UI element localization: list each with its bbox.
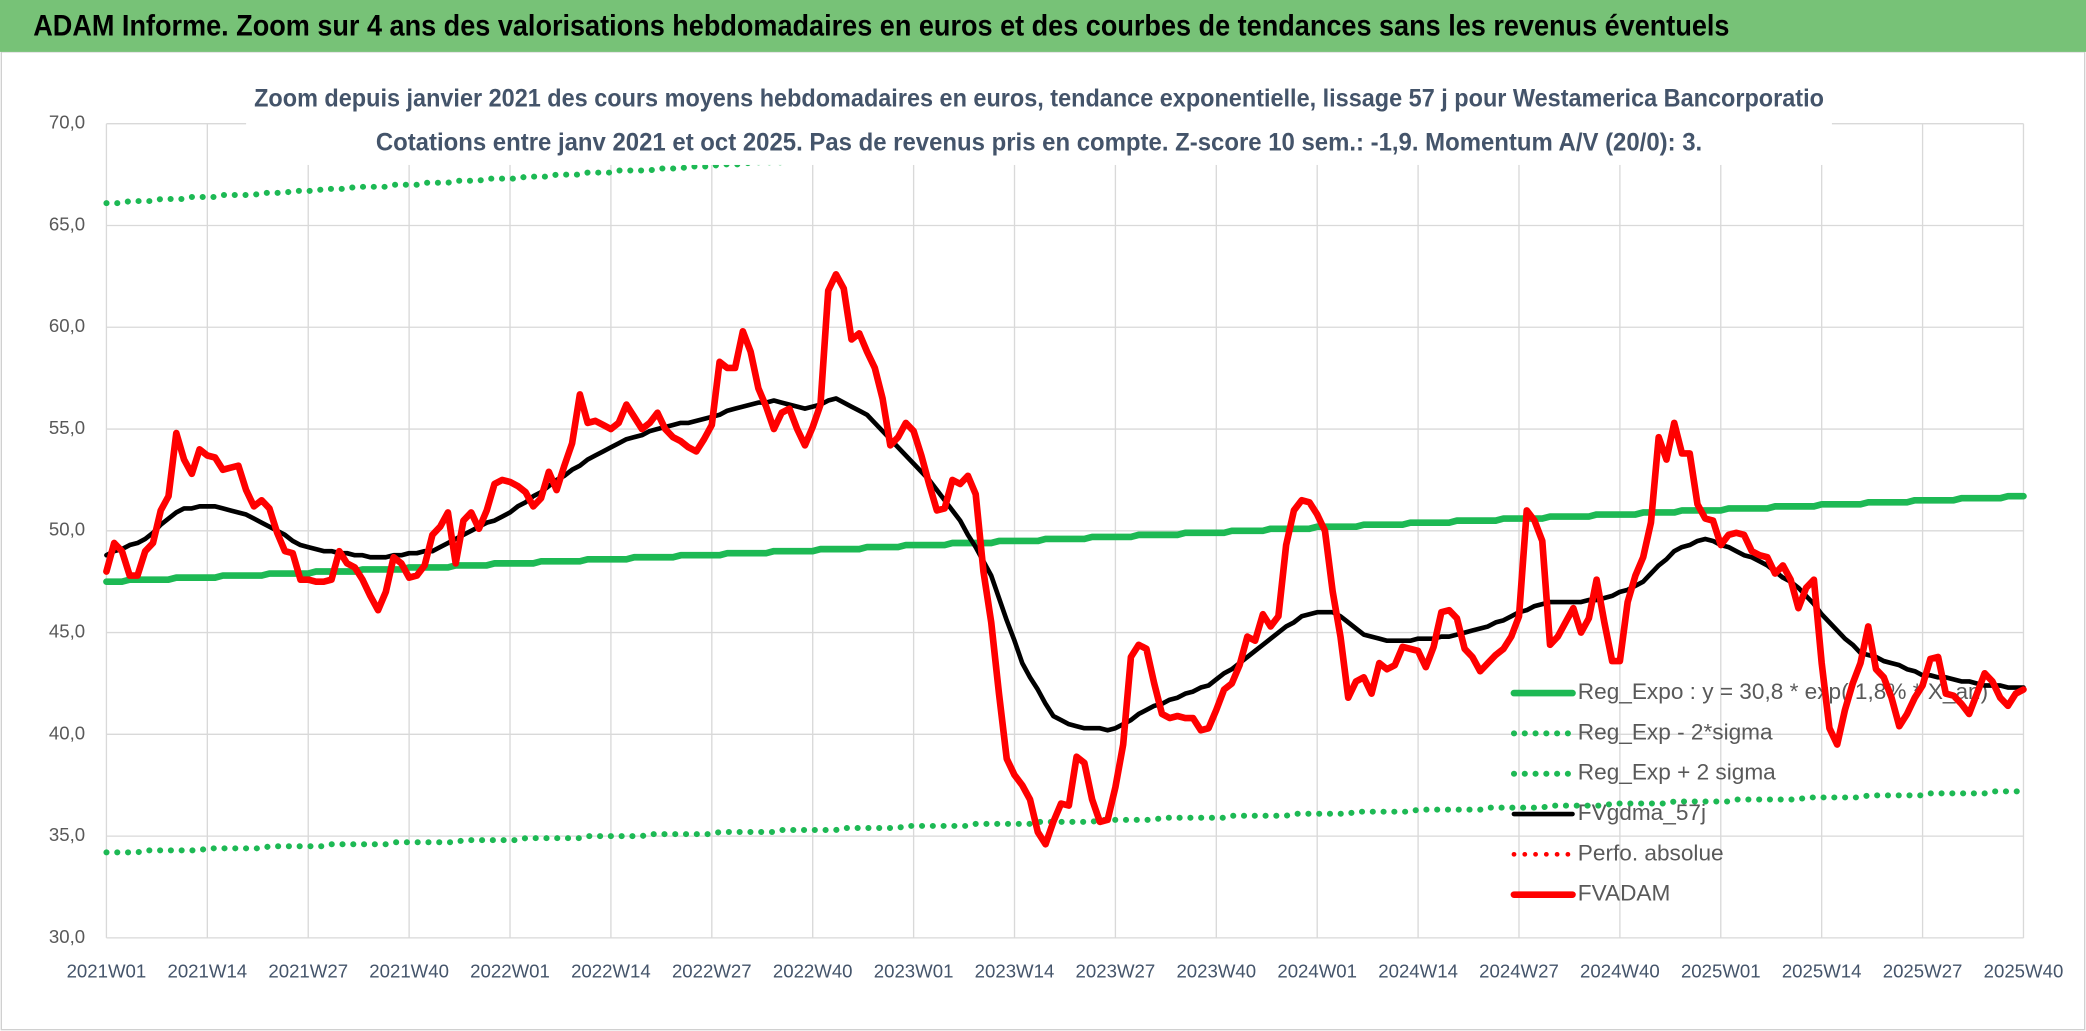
x-tick-label: 2023W27 xyxy=(1076,960,1156,981)
x-tick-label: 2022W01 xyxy=(470,960,550,981)
x-tick-label: 2022W27 xyxy=(672,960,752,981)
chart-subtitle: Cotations entre janv 2021 et oct 2025. P… xyxy=(376,128,1702,156)
x-tick-label: 2023W40 xyxy=(1176,960,1256,981)
y-tick-label: 30,0 xyxy=(49,926,85,947)
title-box xyxy=(246,75,1832,165)
x-tick-label: 2021W40 xyxy=(369,960,449,981)
series-line xyxy=(103,788,2027,856)
legend-label: Perfo. absolue xyxy=(1578,840,1724,865)
x-tick-label: 2025W27 xyxy=(1883,960,1963,981)
x-tick-label: 2025W40 xyxy=(1984,960,2064,981)
x-tick-label: 2024W40 xyxy=(1580,960,1660,981)
x-tick-label: 2024W01 xyxy=(1277,960,1357,981)
y-tick-label: 65,0 xyxy=(49,213,85,234)
series-line xyxy=(103,271,2027,848)
series xyxy=(103,119,2027,856)
y-tick-label: 60,0 xyxy=(49,315,85,336)
y-tick-label: 70,0 xyxy=(49,112,85,133)
y-tick-label: 50,0 xyxy=(49,519,85,540)
legend: Reg_Expo : y = 30,8 * exp( 1,8% * X_an)R… xyxy=(1510,679,1988,906)
x-tick-label: 2025W01 xyxy=(1681,960,1761,981)
x-tick-label: 2023W14 xyxy=(975,960,1055,981)
x-tick-label: 2024W14 xyxy=(1378,960,1458,981)
legend-label: Reg_Exp + 2 sigma xyxy=(1578,760,1776,785)
y-tick-label: 35,0 xyxy=(49,824,85,845)
x-tick-label: 2021W01 xyxy=(67,960,147,981)
x-tick-label: 2025W14 xyxy=(1782,960,1862,981)
y-tick-label: 55,0 xyxy=(49,417,85,438)
x-tick-label: 2022W14 xyxy=(571,960,651,981)
header-title: ADAM Informe. Zoom sur 4 ans des valoris… xyxy=(33,11,1729,43)
legend-label: FVADAM xyxy=(1578,881,1671,906)
x-tick-label: 2023W01 xyxy=(874,960,954,981)
x-tick-label: 2021W27 xyxy=(268,960,348,981)
chart-title: Zoom depuis janvier 2021 des cours moyen… xyxy=(254,84,1824,112)
grid xyxy=(105,123,2025,939)
x-tick-label: 2021W14 xyxy=(167,960,247,981)
y-tick-label: 40,0 xyxy=(49,722,85,743)
x-tick-label: 2024W27 xyxy=(1479,960,1559,981)
header-bar xyxy=(0,0,2086,52)
legend-label: Reg_Exp - 2*sigma xyxy=(1578,719,1773,744)
series-line xyxy=(103,119,1508,207)
x-tick-label: 2022W40 xyxy=(773,960,853,981)
axes: 30,0 35,0 40,0 45,0 50,0 55,0 60,0 65,0 70,0 2021… xyxy=(49,112,2063,982)
y-tick-label: 45,0 xyxy=(49,620,85,641)
